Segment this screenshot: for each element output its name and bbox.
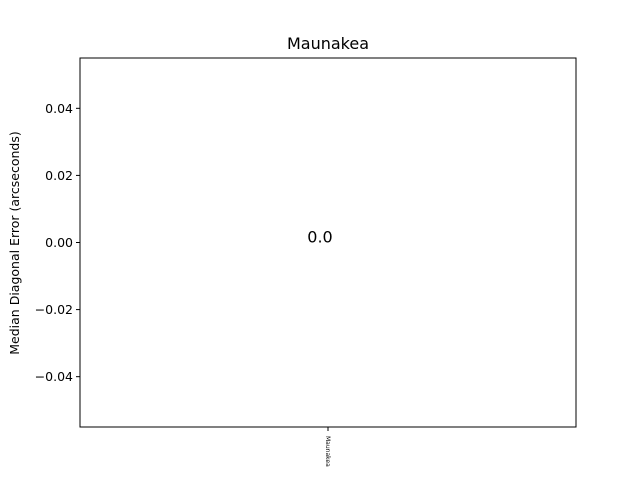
y-tick-label: −0.04 <box>35 369 73 384</box>
y-tick-label: 0.02 <box>45 168 73 183</box>
y-tick-label: −0.02 <box>35 302 73 317</box>
chart-title: Maunakea <box>287 34 369 53</box>
y-tick-label: 0.04 <box>45 101 73 116</box>
y-axis-ticks: −0.04 −0.02 0.00 0.02 0.04 <box>35 101 80 384</box>
x-axis-ticks: Maunakea <box>324 427 331 467</box>
data-labels: 0.0 <box>307 228 332 247</box>
x-tick-label: Maunakea <box>324 436 331 467</box>
bar-data-label: 0.0 <box>307 228 332 247</box>
y-tick-label: 0.00 <box>45 235 73 250</box>
y-axis-label: Median Diagonal Error (arcseconds) <box>7 131 22 355</box>
